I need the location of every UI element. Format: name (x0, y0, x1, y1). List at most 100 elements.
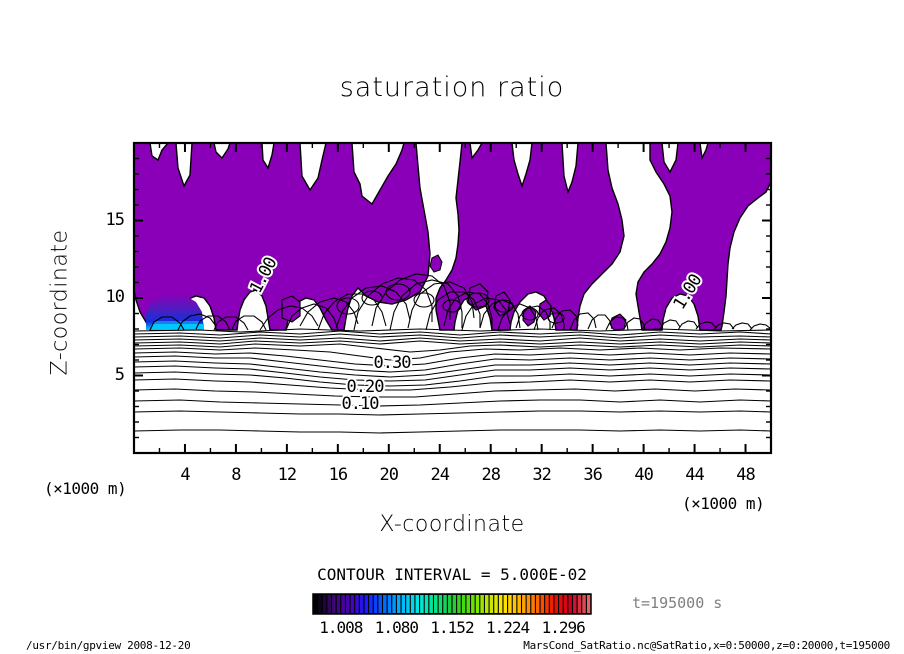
colorbar-band (359, 595, 364, 613)
colorbar-band (498, 595, 503, 613)
y-tick-label: 15 (105, 209, 125, 230)
colorbar-band (494, 595, 498, 613)
colorbar-band (517, 595, 521, 613)
colorbar-band (373, 595, 378, 613)
colorbar-band (484, 595, 489, 613)
x-tick-label: 40 (634, 465, 653, 485)
colorbar-tick-label: 1.224 (486, 618, 530, 637)
colorbar-band (457, 595, 461, 613)
colorbar-band (392, 595, 396, 613)
x-axis-title: X-coordinate (379, 512, 525, 537)
colorbar-band (345, 595, 350, 613)
colorbar-band (429, 595, 433, 613)
colorbar-band (522, 595, 526, 613)
colorbar-band (336, 595, 341, 613)
x-tick-label: 24 (430, 465, 450, 485)
x-tick-label: 16 (328, 465, 348, 485)
turbulent-contours (134, 273, 771, 333)
x-tick-label: 36 (583, 465, 602, 485)
colorbar-band (383, 595, 387, 613)
time-stamp-label: t=195000 s (632, 594, 723, 612)
colorbar-band (387, 595, 392, 613)
contour-lines (134, 330, 771, 434)
y-tick-label: 10 (105, 287, 125, 307)
y-tick-label: 5 (114, 364, 125, 385)
colorbar-band (554, 595, 559, 613)
footer-command-label: /usr/bin/gpview 2008-12-20 (26, 639, 191, 652)
colorbar-frame (312, 593, 592, 615)
y-axis-minor-ticks (134, 142, 771, 454)
colorbar-band (369, 595, 373, 613)
colorbar-band (322, 595, 327, 613)
colorbar-band (466, 595, 470, 613)
colorbar-band (318, 595, 322, 613)
colorbar-band (420, 595, 424, 613)
colorbar-band (475, 595, 480, 613)
colorbar-band (364, 595, 369, 613)
contour-label: 0.20 (347, 377, 385, 397)
colorbar-band (540, 595, 545, 613)
x-tick-label: 12 (277, 465, 297, 485)
colorbar-band (350, 595, 355, 613)
colorbar-band (559, 595, 563, 613)
x-tick-label: 4 (180, 465, 190, 485)
x-axis-unit-label: (×1000 m) (682, 494, 765, 513)
x-axis-minor-ticks (133, 143, 772, 453)
colorbar-band (526, 595, 531, 613)
x-tick-label: 48 (736, 465, 755, 485)
y-axis-title: Z-coordinate (47, 229, 73, 376)
colorbar-band (438, 595, 443, 613)
colorbar-band (545, 595, 549, 613)
colorbar-band (568, 595, 572, 613)
colorbar-band (563, 595, 568, 613)
colorbar-band (332, 595, 336, 613)
colorbar-band (503, 595, 508, 613)
colorbar-band (443, 595, 447, 613)
colorbar-band (512, 595, 517, 613)
colorbar-band (535, 595, 540, 613)
x-tick-label: 28 (481, 465, 500, 485)
colorbar-band (577, 595, 582, 613)
colorbar-tick-label: 1.152 (430, 618, 474, 637)
colorbar-band (489, 595, 494, 613)
page-title: saturation ratio (339, 72, 565, 103)
colorbar-band (586, 595, 591, 613)
colorbar-band (582, 595, 586, 613)
y-axis-unit-label: (×1000 m) (44, 479, 127, 498)
colorbar-tick-label: 1.008 (319, 618, 363, 637)
colorbar-tick-label: 1.296 (541, 618, 586, 637)
colorbar-band (573, 595, 577, 613)
supersaturated-shading (134, 143, 771, 331)
colorbar-band (410, 595, 415, 613)
colorbar-band (313, 595, 318, 613)
colorbar-band (327, 595, 331, 613)
contour-label: 0.30 (374, 353, 412, 373)
colorbar-band (508, 595, 512, 613)
colorbar-band (341, 595, 345, 613)
colorbar-band (415, 595, 420, 613)
y-axis-major-ticks (134, 219, 771, 377)
colorbar-band (378, 595, 382, 613)
x-tick-label: 20 (379, 465, 399, 485)
contour-interval-caption: CONTOUR INTERVAL = 5.000E-02 (317, 565, 587, 584)
colorbar-band (406, 595, 410, 613)
colorbar-band (531, 595, 535, 613)
x-tick-label: 8 (231, 465, 241, 485)
colorbar-band (424, 595, 429, 613)
colorbar-band (401, 595, 406, 613)
colorbar-band (434, 595, 438, 613)
x-tick-label: 32 (532, 465, 551, 485)
colorbar-band (452, 595, 457, 613)
colorbar-band (396, 595, 401, 613)
x-axis-major-ticks (183, 143, 747, 453)
colorbar-band (447, 595, 452, 613)
colorbar-band (480, 595, 484, 613)
footer-dataset-label: MarsCond_SatRatio.nc@SatRatio,x=0:50000,… (523, 639, 890, 652)
colorbar-band (549, 595, 554, 613)
colorbar (312, 593, 592, 615)
contour-label: 0.10 (342, 394, 380, 414)
colorbar-tick-label: 1.080 (374, 618, 419, 637)
colorbar-band (461, 595, 466, 613)
